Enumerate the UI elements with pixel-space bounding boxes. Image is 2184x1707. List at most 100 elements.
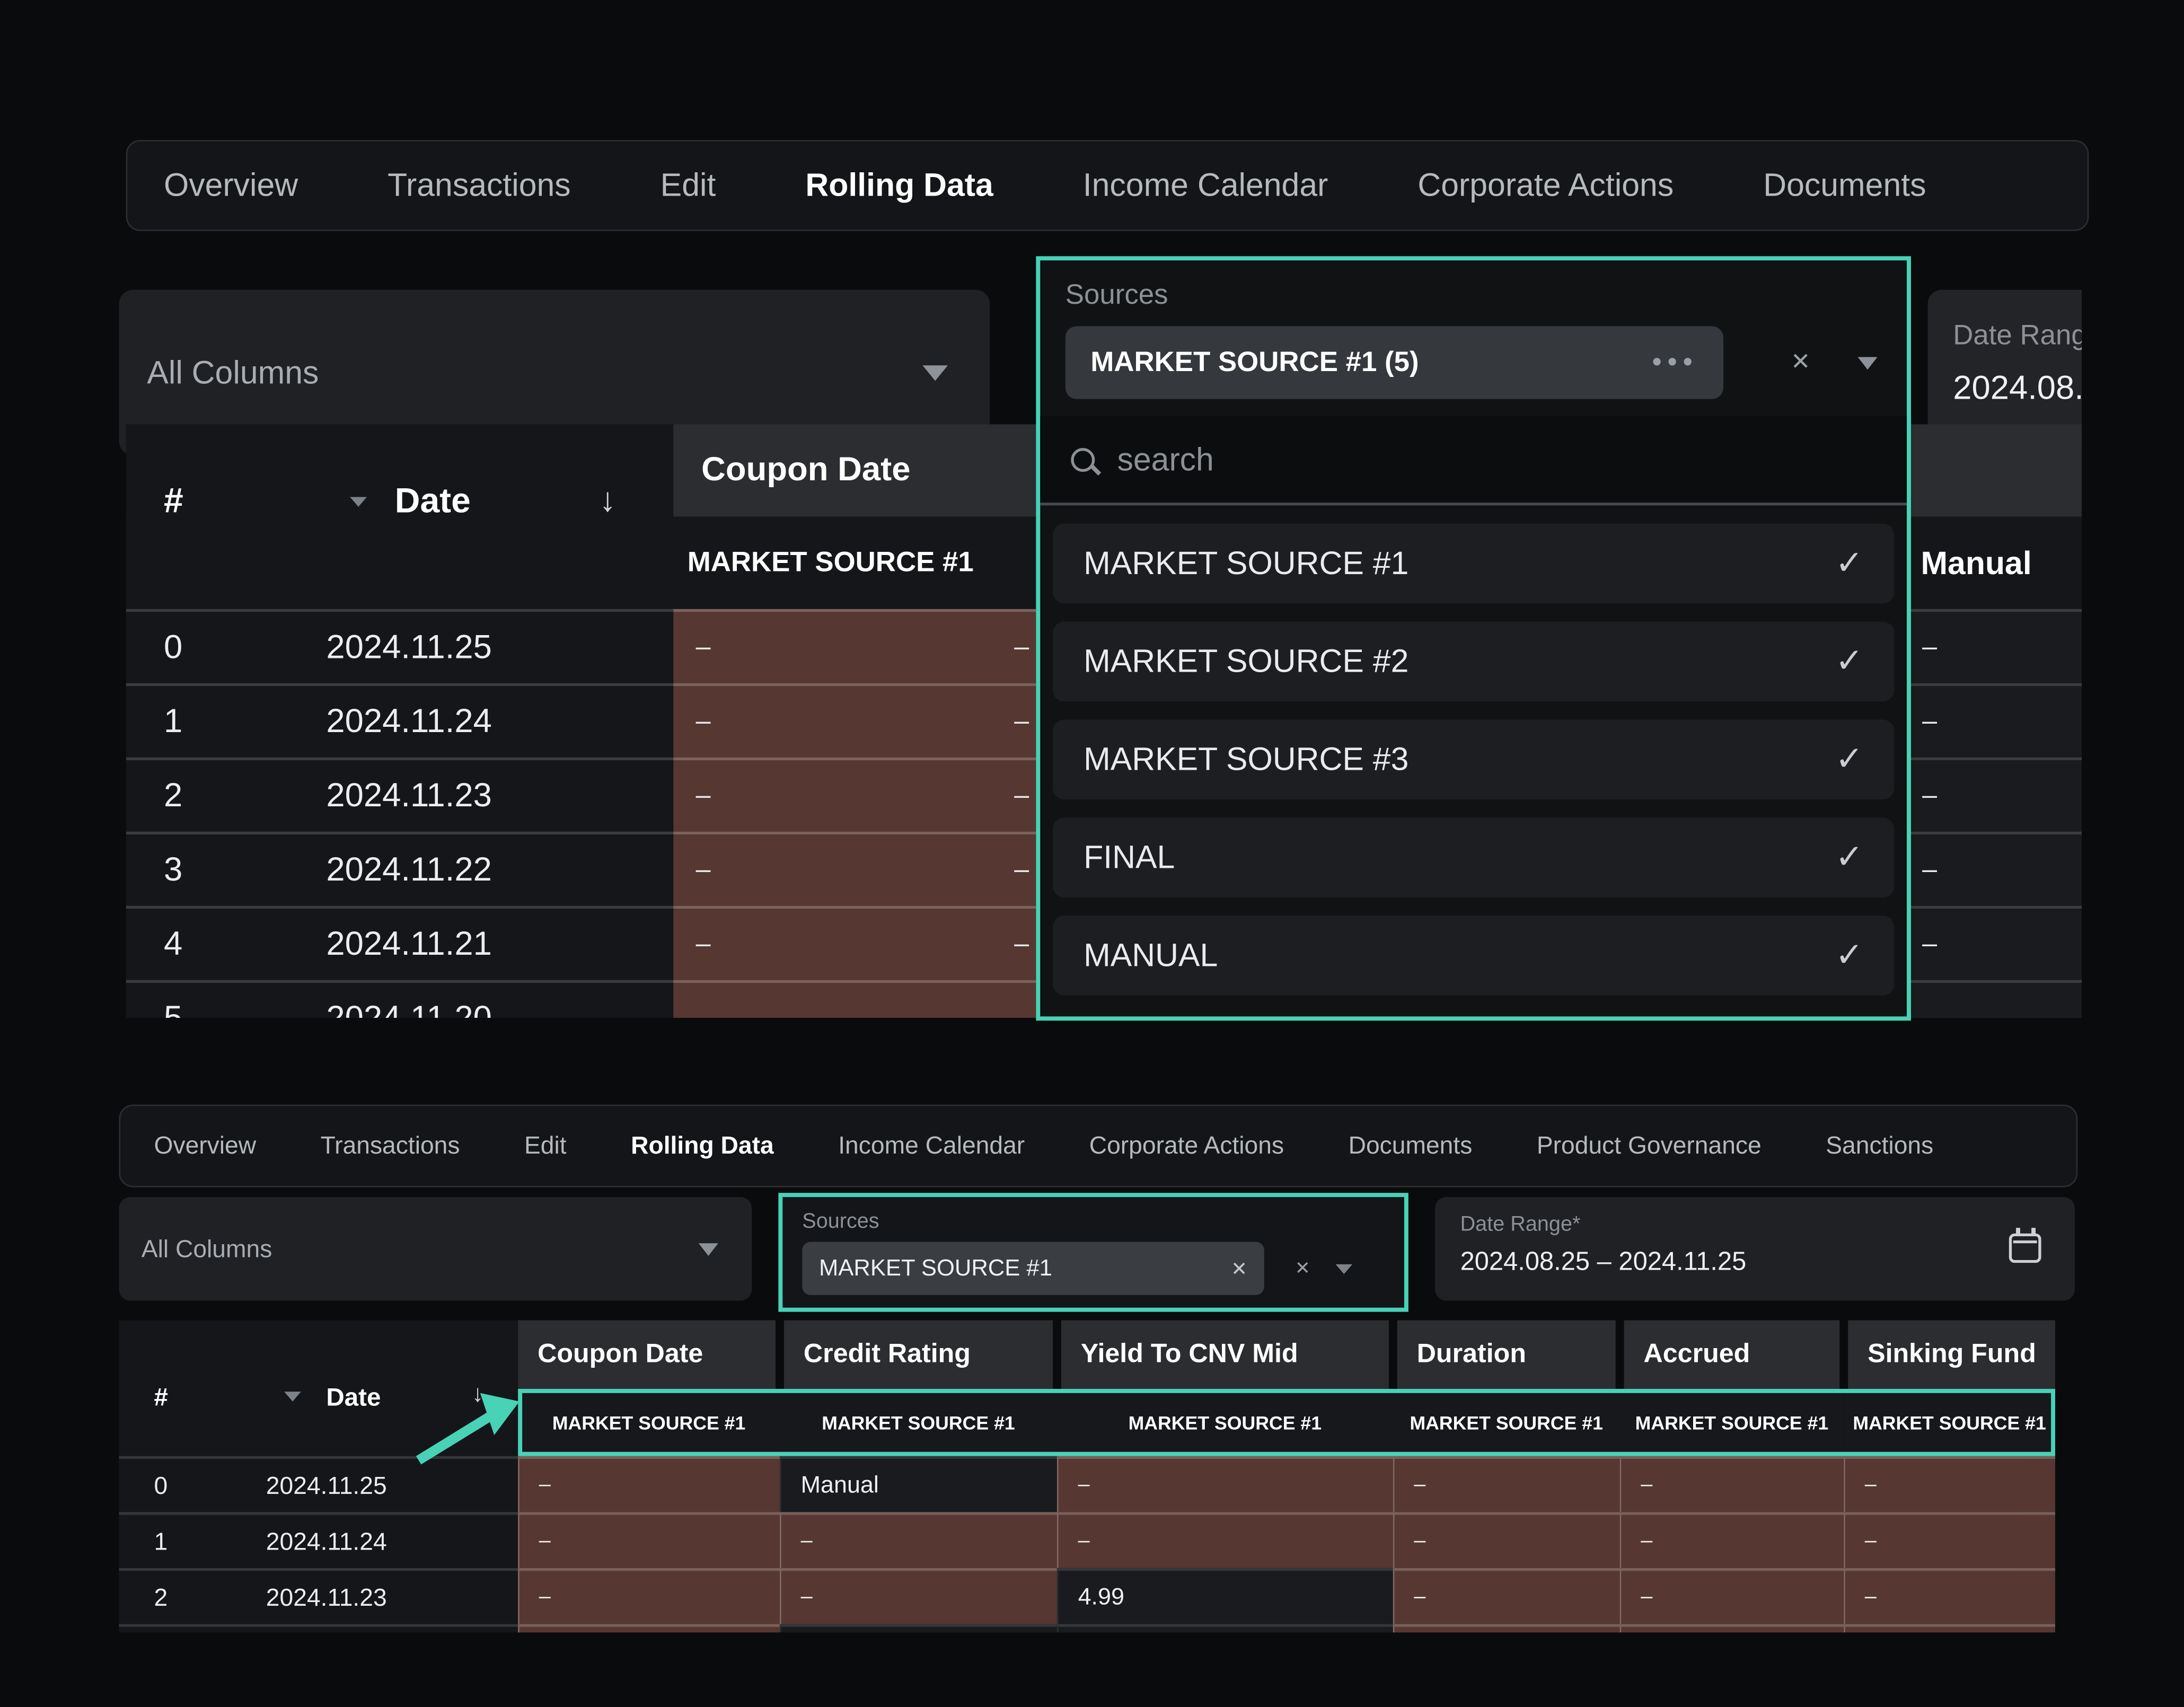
- coupon-cell: – –: [673, 905, 1036, 980]
- check-icon: ✓: [1835, 936, 1864, 975]
- index-column-header[interactable]: #: [154, 1383, 168, 1412]
- coupon-cell: –: [673, 980, 1036, 1018]
- source-search-row: [1040, 416, 1907, 506]
- tab-edit[interactable]: Edit: [660, 166, 716, 203]
- cell-value: –: [539, 1585, 551, 1609]
- cell-value: –: [1078, 1473, 1090, 1497]
- column-header-duration[interactable]: Duration: [1397, 1320, 1616, 1389]
- column-header-manual[interactable]: Manual: [1921, 544, 2032, 582]
- row-date: 2024.11.23: [326, 777, 492, 815]
- date-range-value: 2024.08.25 – 2024.11.25: [1953, 369, 2082, 408]
- source-option[interactable]: FINAL ✓: [1053, 817, 1895, 898]
- cell-value: –: [695, 632, 711, 663]
- tab-corporate-actions[interactable]: Corporate Actions: [1089, 1131, 1284, 1159]
- coupon-cell: – –: [673, 609, 1036, 683]
- sub-header-market-source-1: MARKET SOURCE #1: [1619, 1388, 1844, 1456]
- cell: –: [1844, 1568, 2055, 1624]
- row-index: 0: [163, 628, 183, 667]
- rolling-data-table-bottom: Coupon Date Credit Rating Yield To CNV M…: [119, 1320, 2067, 1633]
- cell-value: –: [1922, 781, 1938, 811]
- column-header-sinking-fund[interactable]: Sinking Fund: [1848, 1320, 2055, 1389]
- sub-header-market-source-1: MARKET SOURCE #1: [1844, 1388, 2055, 1456]
- cell-value: –: [695, 855, 711, 885]
- date-range-label: Date Range*: [1460, 1212, 1581, 1237]
- cell: –: [1844, 1456, 2055, 1512]
- option-label: MARKET SOURCE #3: [1084, 741, 1409, 777]
- cell: –: [1393, 1512, 1620, 1568]
- sort-desc-icon[interactable]: ↓: [472, 1380, 484, 1407]
- tab-overview[interactable]: Overview: [163, 166, 298, 203]
- index-column-header[interactable]: #: [163, 481, 183, 521]
- source-search-input[interactable]: [1117, 440, 1876, 478]
- manual-cell: –: [1910, 609, 2082, 683]
- row-index: 3: [163, 851, 183, 890]
- cell-value: 4.99: [1078, 1583, 1124, 1611]
- chevron-down-icon[interactable]: [1858, 356, 1878, 369]
- cell-value: –: [1641, 1473, 1653, 1497]
- date-range-field[interactable]: Date Range* 2024.08.25 – 2024.11.25: [1435, 1197, 2075, 1301]
- tab-documents[interactable]: Documents: [1348, 1131, 1473, 1159]
- check-icon: ✓: [1835, 643, 1864, 681]
- date-range-value: 2024.08.25 – 2024.11.25: [1460, 1246, 1747, 1275]
- sub-header-market-source-1: MARKET SOURCE #1: [1056, 1388, 1393, 1456]
- date-column-header[interactable]: Date: [394, 481, 471, 521]
- sources-label: Sources: [802, 1209, 879, 1234]
- cell-value: –: [1078, 1528, 1090, 1553]
- tab-overview[interactable]: Overview: [154, 1131, 257, 1159]
- cell-value: –: [1641, 1528, 1653, 1553]
- cell-value: –: [539, 1473, 551, 1497]
- source-options-list: MARKET SOURCE #1 ✓ MARKET SOURCE #2 ✓ MA…: [1040, 505, 1907, 996]
- sources-field[interactable]: Sources MARKET SOURCE #1 ✕ ✕: [778, 1193, 1408, 1312]
- check-icon: ✓: [1835, 544, 1864, 583]
- clear-icon[interactable]: ✕: [1294, 1257, 1310, 1279]
- option-label: MANUAL: [1084, 936, 1218, 973]
- source-option[interactable]: MARKET SOURCE #3 ✓: [1053, 719, 1895, 800]
- source-option[interactable]: MANUAL ✓: [1053, 916, 1895, 996]
- ellipsis-icon[interactable]: •••: [1652, 346, 1698, 377]
- tab-edit[interactable]: Edit: [524, 1131, 567, 1159]
- chevron-down-icon[interactable]: [922, 364, 948, 381]
- column-header-coupon-date[interactable]: Coupon Date: [518, 1320, 776, 1389]
- cell: –: [780, 1568, 1057, 1624]
- column-header-coupon-date[interactable]: Coupon Date: [701, 451, 911, 489]
- row-date: 2024.11.22: [326, 851, 492, 890]
- tab-income-calendar[interactable]: Income Calendar: [838, 1131, 1025, 1159]
- filter-caret-icon[interactable]: [284, 1392, 301, 1402]
- sub-header-market-source-1: MARKET SOURCE #1: [687, 547, 974, 578]
- column-header-credit-rating[interactable]: Credit Rating: [783, 1320, 1053, 1389]
- tab-product-governance[interactable]: Product Governance: [1536, 1131, 1762, 1159]
- tab-transactions[interactable]: Transactions: [320, 1131, 460, 1159]
- tab-transactions[interactable]: Transactions: [388, 166, 571, 203]
- date-column-header[interactable]: Date: [326, 1383, 381, 1412]
- cell-value: –: [696, 983, 711, 1018]
- row-date: 2024.11.23: [266, 1583, 387, 1612]
- cell-value: –: [1414, 1473, 1426, 1497]
- table-left-header: # Date ↓: [126, 459, 674, 543]
- chevron-down-icon[interactable]: [698, 1242, 718, 1255]
- annotation-arrow-icon: [416, 1393, 519, 1465]
- tab-rolling-data[interactable]: Rolling Data: [805, 166, 993, 203]
- row-index: 2: [163, 777, 183, 815]
- selected-source-chip[interactable]: MARKET SOURCE #1 ✕: [802, 1242, 1264, 1295]
- selected-source-chip[interactable]: MARKET SOURCE #1 (5) •••: [1065, 326, 1724, 399]
- cell: –: [1844, 1512, 2055, 1568]
- cell-value: –: [800, 1585, 813, 1609]
- tab-sanctions[interactable]: Sanctions: [1826, 1131, 1934, 1159]
- sort-desc-icon[interactable]: ↓: [599, 481, 617, 520]
- chip-clear-icon[interactable]: ✕: [1231, 1256, 1248, 1279]
- tab-income-calendar[interactable]: Income Calendar: [1082, 166, 1328, 203]
- tab-rolling-data[interactable]: Rolling Data: [631, 1131, 774, 1159]
- filter-caret-icon[interactable]: [350, 496, 367, 506]
- cell-value: –: [1922, 855, 1938, 885]
- source-option[interactable]: MARKET SOURCE #1 ✓: [1053, 523, 1895, 604]
- source-option[interactable]: MARKET SOURCE #2 ✓: [1053, 621, 1895, 702]
- all-columns-select[interactable]: All Columns: [119, 1197, 752, 1301]
- chevron-down-icon[interactable]: [1335, 1263, 1352, 1273]
- clear-icon[interactable]: ✕: [1790, 348, 1811, 375]
- column-header-yield-to-cnv-mid[interactable]: Yield To CNV Mid: [1061, 1320, 1389, 1389]
- tab-corporate-actions[interactable]: Corporate Actions: [1417, 166, 1674, 203]
- tab-documents[interactable]: Documents: [1763, 166, 1926, 203]
- column-header-accrued[interactable]: Accrued: [1624, 1320, 1840, 1389]
- row-index: 5: [164, 983, 182, 1018]
- calendar-icon[interactable]: [2009, 1228, 2041, 1263]
